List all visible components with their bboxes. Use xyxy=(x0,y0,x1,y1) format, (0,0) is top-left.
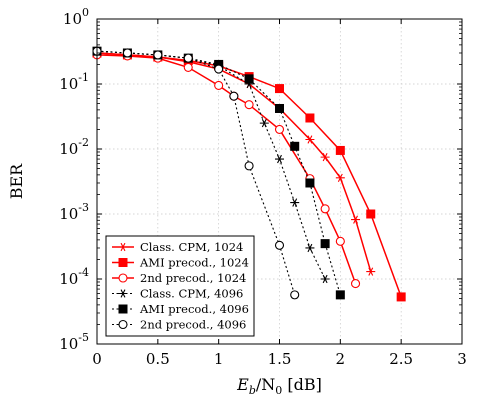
data-point xyxy=(274,240,285,250)
y-tick-label: 10-1 xyxy=(59,71,89,93)
y-tick-label: 10-2 xyxy=(59,136,89,158)
legend-label: AMI precod., 4096 xyxy=(139,302,249,316)
data-point xyxy=(305,135,315,144)
data-point xyxy=(290,198,300,207)
x-tick-label: 3 xyxy=(457,350,467,368)
data-point xyxy=(274,124,285,134)
data-point xyxy=(214,64,224,74)
x-tick-label: 0.5 xyxy=(146,350,170,368)
ticks: 0 0.5 1 1.5 2 2.5 3 100 10-1 10-2 10-3 10-4 10-5 xyxy=(59,6,467,368)
y-tick-label: 100 xyxy=(63,6,89,28)
series-line xyxy=(96,50,296,296)
legend-item: Class. CPM, 4096 xyxy=(112,287,243,301)
legend-marker xyxy=(118,273,128,283)
data-point xyxy=(290,290,300,300)
data-point xyxy=(366,267,376,276)
data-point xyxy=(259,118,269,128)
data-point xyxy=(320,204,330,214)
data-point xyxy=(183,62,193,72)
data-point xyxy=(335,145,345,155)
legend-label: Class. CPM, 1024 xyxy=(140,240,243,254)
data-point xyxy=(214,80,224,90)
data-point xyxy=(320,239,330,249)
series-6 xyxy=(92,46,300,300)
legend-label: Class. CPM, 4096 xyxy=(140,287,243,301)
x-tick-label: 2.5 xyxy=(389,350,413,368)
data-point xyxy=(244,100,254,110)
data-point xyxy=(275,154,284,164)
legend-item: AMI precod., 4096 xyxy=(112,302,249,316)
data-point xyxy=(320,274,330,284)
legend-item: AMI precod., 1024 xyxy=(112,256,249,270)
data-point xyxy=(122,48,132,58)
legend-item: 2nd precod., 4096 xyxy=(112,318,246,332)
legend-marker xyxy=(118,258,128,267)
data-point xyxy=(396,292,406,302)
data-point xyxy=(351,215,361,224)
y-tick-label: 10-4 xyxy=(59,266,89,288)
y-axis-label: BER xyxy=(7,163,26,199)
y-tick-label: 10-5 xyxy=(59,331,89,353)
series-line xyxy=(96,54,357,284)
legend-item: 2nd precod., 1024 xyxy=(112,271,246,285)
data-point xyxy=(305,178,315,188)
legend-marker xyxy=(118,304,128,314)
data-point xyxy=(229,91,239,101)
y-tick-label: 10-3 xyxy=(59,201,89,223)
data-point xyxy=(183,53,193,63)
data-point xyxy=(244,74,254,84)
data-point xyxy=(305,243,315,253)
legend-marker xyxy=(118,289,128,298)
data-point xyxy=(320,152,330,162)
data-point xyxy=(244,161,254,171)
legend-item: Class. CPM, 1024 xyxy=(112,240,243,254)
data-point xyxy=(350,279,361,289)
x-tick-label: 1.5 xyxy=(268,350,292,368)
legend-marker xyxy=(118,242,128,252)
series-layer xyxy=(92,46,406,302)
data-point xyxy=(290,141,300,151)
data-point xyxy=(275,103,284,113)
x-axis-label: Eb/N0 [dB] xyxy=(236,375,322,397)
data-point xyxy=(275,84,284,94)
x-tick-label: 0 xyxy=(92,350,102,368)
legend-marker xyxy=(118,319,128,330)
legend-label: 2nd precod., 1024 xyxy=(140,271,246,285)
x-tick-label: 2 xyxy=(336,350,346,368)
data-point xyxy=(153,50,163,60)
data-point xyxy=(335,290,345,300)
legend-box xyxy=(105,235,255,337)
data-point xyxy=(335,173,345,182)
data-point xyxy=(305,113,315,123)
legend-label: AMI precod., 1024 xyxy=(139,256,249,270)
x-tick-label: 1 xyxy=(214,350,224,368)
legend-label: 2nd precod., 4096 xyxy=(140,318,246,332)
data-point xyxy=(366,209,376,219)
data-point xyxy=(335,236,345,246)
